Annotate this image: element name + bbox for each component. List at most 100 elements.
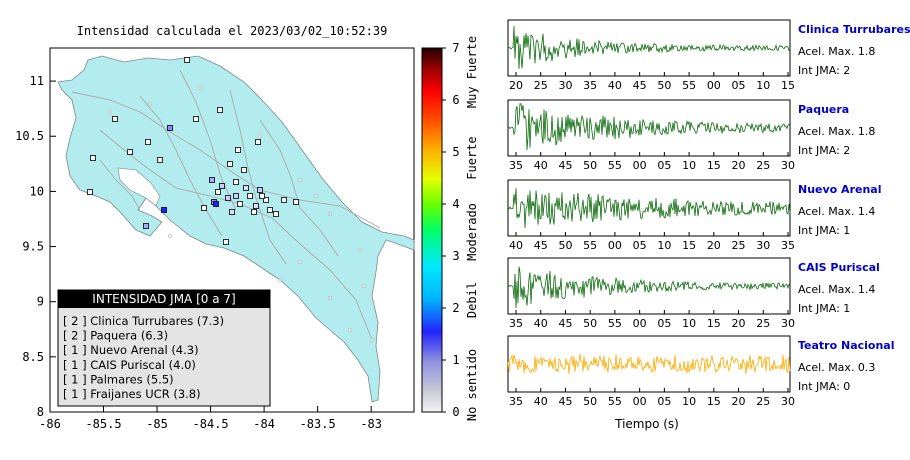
town-marker <box>298 178 302 182</box>
waveform-frame <box>507 257 791 315</box>
waveform-trace <box>507 353 791 375</box>
waveform-tick-label: 45 <box>534 239 548 252</box>
town-marker <box>348 328 352 332</box>
waveform-tick-label: 35 <box>583 79 597 92</box>
station-marker <box>215 189 221 195</box>
legend-items: [ 2 ] Clinica Turrubares (7.3)[ 2 ] Paqu… <box>63 314 224 401</box>
waveform-tick-label: 00 <box>707 79 721 92</box>
map-x-tick-label: -86 <box>39 417 61 431</box>
waveform-tick-label: 20 <box>732 159 746 172</box>
waveform-frame <box>507 179 791 237</box>
waveform-tick-label: 50 <box>583 317 597 330</box>
station-marker <box>243 185 249 191</box>
legend-item: [ 1 ] Nuevo Arenal (4.3) <box>63 343 199 357</box>
legend-item: [ 1 ] CAIS Puriscal (4.0) <box>63 358 196 372</box>
station-marker <box>235 147 241 153</box>
station-marker <box>157 157 163 163</box>
intensity-legend: INTENSIDAD JMA [0 a 7] [ 2 ] Clinica Tur… <box>57 289 271 407</box>
waveform-tick-label: 55 <box>608 159 622 172</box>
station-marker <box>143 223 149 229</box>
waveform-tick-label: 20 <box>732 317 746 330</box>
waveform-tick-label: 25 <box>534 79 548 92</box>
map-x-tick-label: -84 <box>253 417 275 431</box>
waveform-x-label: Tiempo (s) <box>614 417 679 431</box>
station-marker <box>223 239 229 245</box>
legend-title: INTENSIDAD JMA [0 a 7] <box>92 292 235 306</box>
waveform-tick-label: 15 <box>707 395 721 408</box>
waveform-tick-label: 00 <box>633 395 647 408</box>
station-marker <box>237 201 243 207</box>
waveform-panel: 40 45 50 55 00 05 10 15 20 25 30 35 Nuevo Arenal Acel… <box>507 179 881 252</box>
waveform-tick-label: 30 <box>558 79 572 92</box>
jma-intensity-label: Int JMA: 0 <box>798 380 850 393</box>
colorbar-tick-label: 7 <box>452 41 459 55</box>
waveform-tick-label: 30 <box>781 395 795 408</box>
waveform-tick-label: 10 <box>682 317 696 330</box>
station-marker <box>251 209 257 215</box>
accel-max-label: Acel. Max. 0.3 <box>798 361 875 374</box>
station-marker <box>255 139 261 145</box>
jma-intensity-label: Int JMA: 2 <box>798 144 850 157</box>
town-marker <box>148 102 152 106</box>
station-name: Nuevo Arenal <box>798 183 881 196</box>
waveform-tick-label: 15 <box>781 79 795 92</box>
waveform-tick-label: 00 <box>633 159 647 172</box>
map-x-tick-label: -85.5 <box>85 417 121 431</box>
accel-max-label: Acel. Max. 1.8 <box>798 125 875 138</box>
town-marker <box>258 134 262 138</box>
station-marker <box>213 201 219 207</box>
colorbar-ticks: 0 1 2 3 4 5 6 7 <box>442 41 460 419</box>
waveform-tick-label: 40 <box>608 79 622 92</box>
station-marker <box>225 195 231 201</box>
waveform-tick-label: 45 <box>633 79 647 92</box>
waveform-tick-label: 10 <box>682 395 696 408</box>
waveform-tick-label: 40 <box>509 239 523 252</box>
colorbar: 0 1 2 3 4 5 6 7 No sentido Debil Moderado Fuerte Mu… <box>421 36 479 421</box>
colorbar-tick-label: 3 <box>452 249 459 263</box>
station-marker <box>167 125 173 131</box>
station-marker <box>184 57 190 63</box>
waveform-tick-label: 25 <box>756 395 770 408</box>
waveform-tick-label: 25 <box>732 239 746 252</box>
waveform-tick-label: 50 <box>657 79 671 92</box>
map-y-tick-label: 10 <box>30 184 44 198</box>
waveform-panels: 20 25 30 35 40 45 50 55 00 05 10 15 Clinica Turrubar… <box>507 19 910 408</box>
waveform-tick-label: 10 <box>682 159 696 172</box>
map-y-tick-label: 9 <box>37 295 44 309</box>
colorbar-tick-label: 6 <box>452 93 459 107</box>
waveform-tick-label: 45 <box>558 317 572 330</box>
town-marker <box>108 110 112 114</box>
legend-header <box>58 290 270 308</box>
station-marker <box>193 116 199 122</box>
station-marker <box>259 193 265 199</box>
waveform-tick-label: 40 <box>534 159 548 172</box>
station-marker <box>209 177 215 183</box>
waveform-panel: 35 40 45 50 55 00 05 10 15 20 25 30 CAIS Puriscal Ace… <box>507 257 880 330</box>
accel-max-label: Acel. Max. 1.4 <box>798 283 875 296</box>
waveform-tick-label: 15 <box>682 239 696 252</box>
station-marker <box>219 183 225 189</box>
legend-box <box>57 289 271 407</box>
jma-intensity-label: Int JMA: 1 <box>798 224 850 237</box>
colorbar-tick-label: 1 <box>452 353 459 367</box>
map-title: Intensidad calculada el 2023/03/02_10:52… <box>77 24 388 38</box>
waveform-tick-label: 35 <box>781 239 795 252</box>
station-name: CAIS Puriscal <box>798 261 880 274</box>
station-marker <box>253 203 259 209</box>
waveform-tick-label: 05 <box>657 317 671 330</box>
colorbar-label: Fuerte <box>465 136 479 179</box>
town-marker <box>328 212 332 216</box>
colorbar-tick-label: 2 <box>452 301 459 315</box>
town-marker <box>298 260 302 264</box>
waveform-tick-label: 35 <box>509 395 523 408</box>
waveform-tick-label: 50 <box>583 159 597 172</box>
colorbar-label: Moderado <box>465 203 479 261</box>
map-x-tick-label: -85 <box>146 417 168 431</box>
station-marker <box>229 209 235 215</box>
waveform-tick-label: 10 <box>756 79 770 92</box>
station-marker <box>233 193 239 199</box>
waveform-tick-label: 55 <box>608 395 622 408</box>
map-y-axis: 8 8.5 9 9.5 10 10.5 11 <box>15 74 56 419</box>
town-marker <box>198 86 202 90</box>
colorbar-tick-label: 0 <box>452 405 459 419</box>
